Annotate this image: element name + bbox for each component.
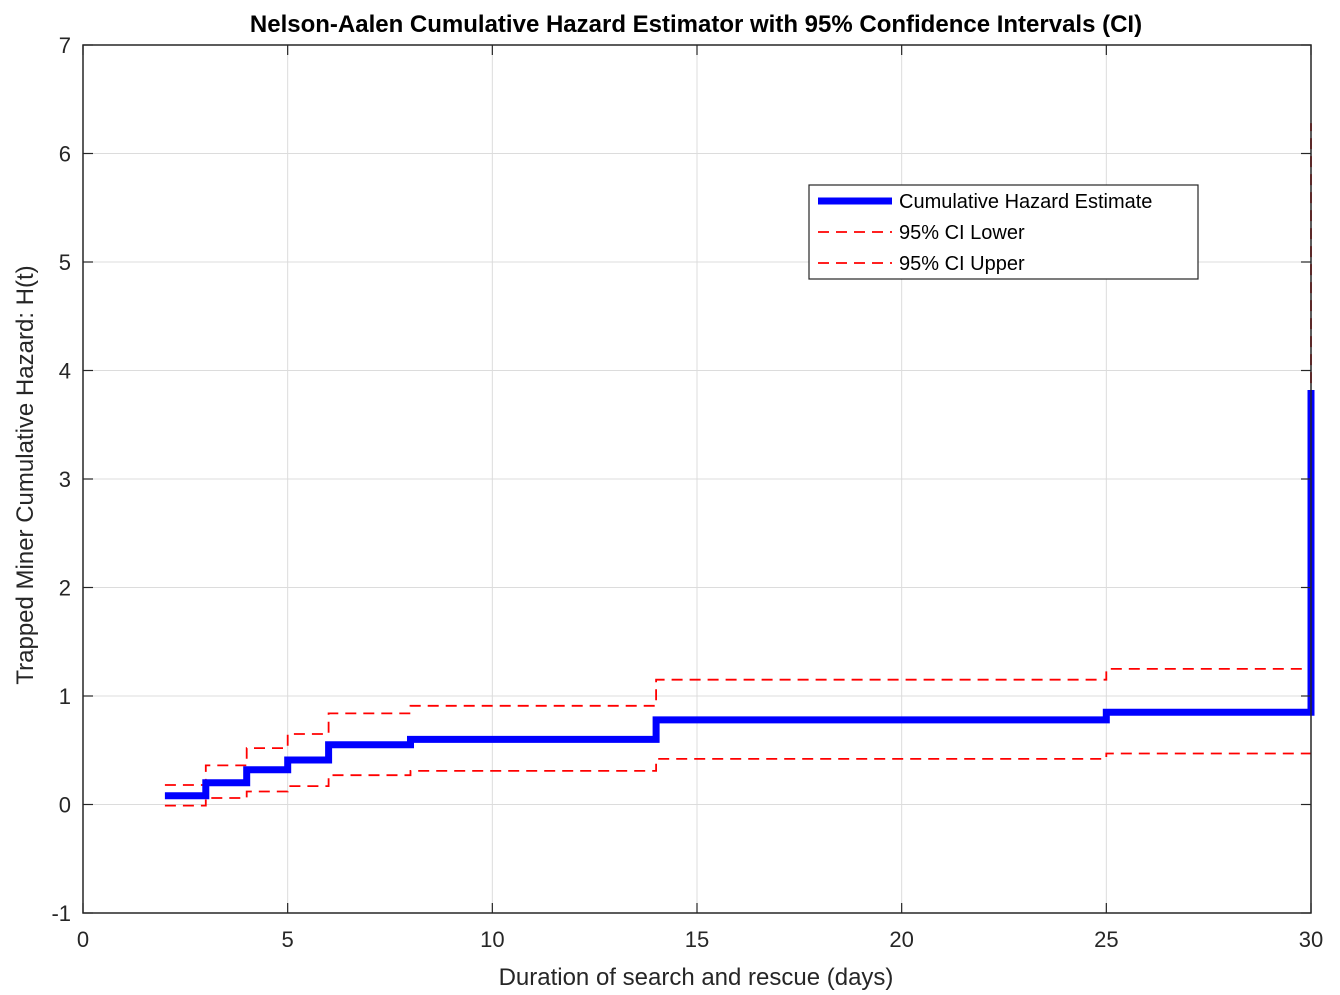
legend-label: 95% CI Lower: [899, 222, 1025, 244]
legend-label: Cumulative Hazard Estimate: [899, 191, 1152, 213]
y-tick-label: 6: [59, 142, 71, 167]
ci-lower-line: [164, 752, 1311, 807]
x-tick-label: 10: [480, 927, 504, 952]
x-tick-label: 5: [282, 927, 294, 952]
y-tick-label: 4: [59, 359, 71, 384]
y-tick-label: 5: [59, 250, 71, 275]
legend: Cumulative Hazard Estimate 95% CI Lower 95…: [808, 184, 1199, 280]
grid-lines: [82, 44, 1312, 914]
ci-upper-line: [164, 123, 1312, 786]
series-layer: [164, 123, 1315, 807]
y-tick-label: -1: [51, 901, 71, 926]
legend-label: 95% CI Upper: [899, 253, 1025, 275]
hazard-estimate-line: [164, 390, 1315, 800]
y-tick-label: 0: [59, 793, 71, 818]
chart-title: Nelson-Aalen Cumulative Hazard Estimator…: [250, 11, 1142, 38]
y-axis-label: Trapped Miner Cumulative Hazard: H(t): [12, 265, 39, 684]
x-tick-label: 30: [1299, 927, 1323, 952]
x-axis-label: Duration of search and rescue (days): [499, 964, 894, 991]
x-tick-label: 15: [685, 927, 709, 952]
x-tick-label: 0: [77, 927, 89, 952]
y-tick-label: 1: [59, 684, 71, 709]
y-tick-label: 7: [59, 33, 71, 58]
x-tick-label: 25: [1094, 927, 1118, 952]
x-tick-label: 20: [889, 927, 913, 952]
y-tick-label: 2: [59, 576, 71, 601]
y-tick-label: 3: [59, 467, 71, 492]
